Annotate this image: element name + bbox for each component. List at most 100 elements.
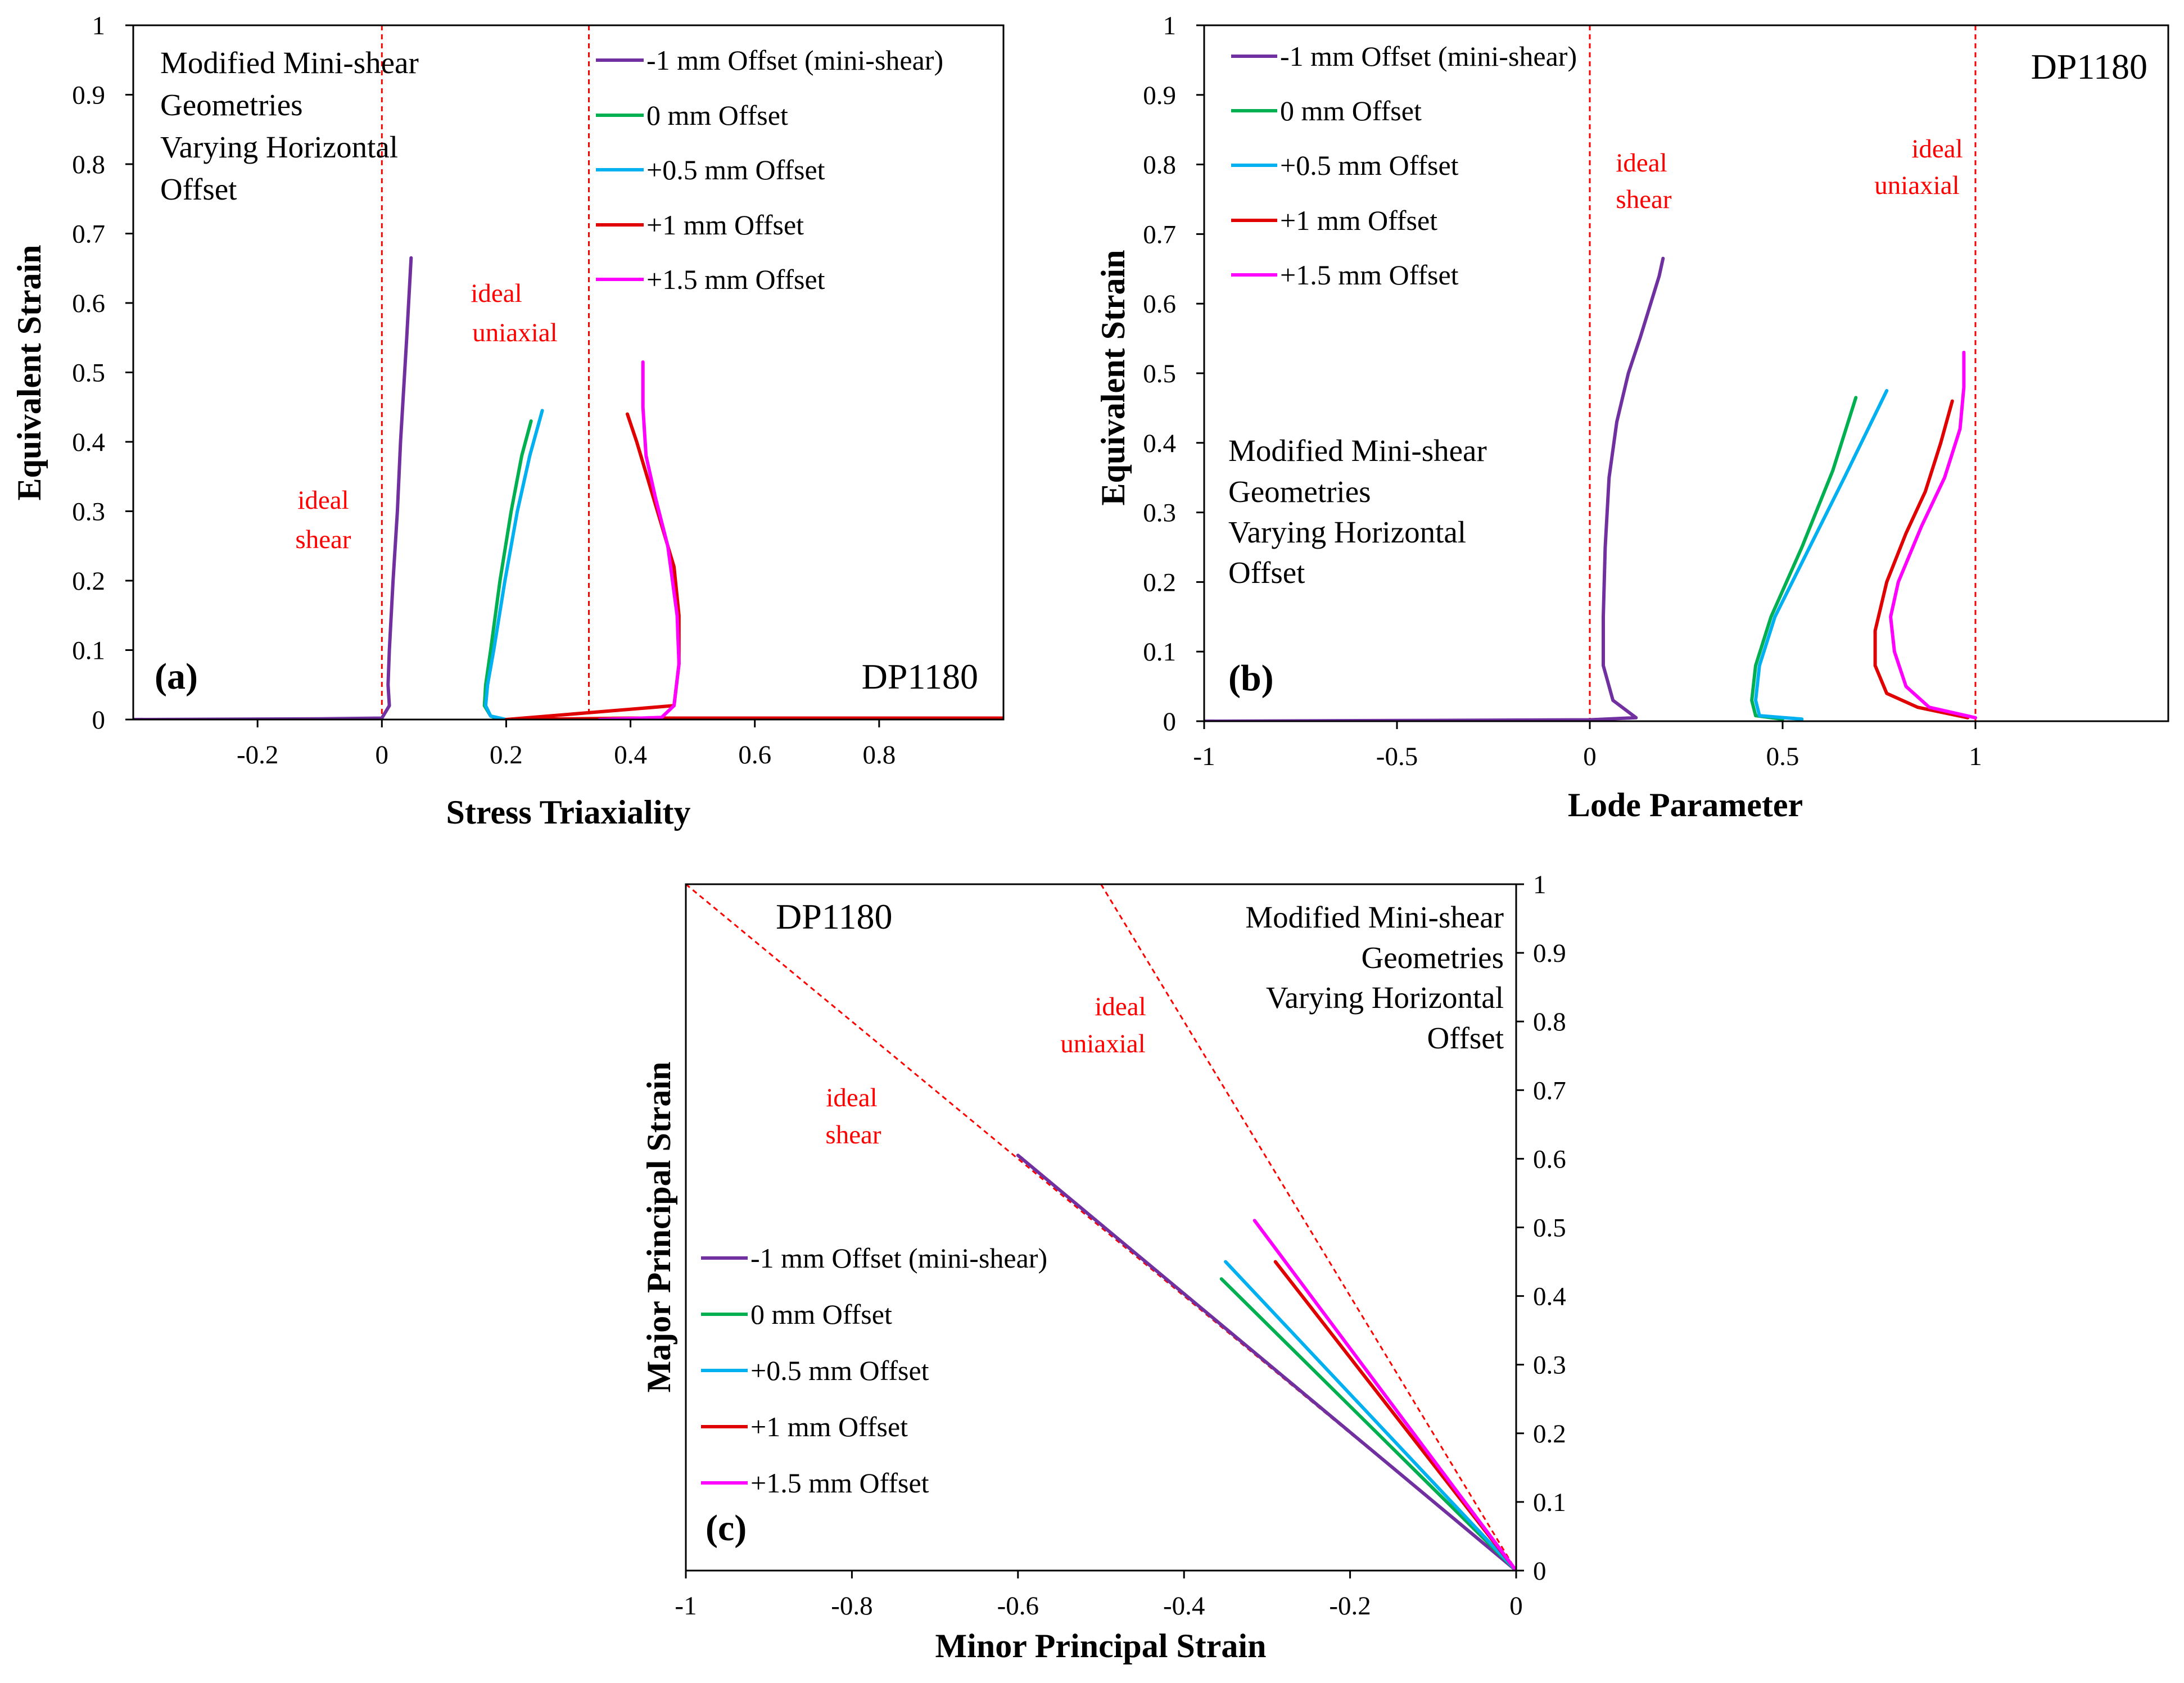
panel-c-ref-shear-label-1: ideal [826, 1083, 877, 1112]
panel-a-legend-label-4: +1 mm Offset [646, 209, 804, 241]
panel-c-x-tick-label: -0.6 [997, 1591, 1039, 1621]
panel-c-x-axis-title: Minor Principal Strain [935, 1627, 1267, 1664]
panel-b-y-tick-label: 0.9 [1143, 81, 1176, 110]
panel-a-legend-label-3: +0.5 mm Offset [646, 154, 825, 186]
panel-c-note-line-4: Offset [1427, 1021, 1504, 1055]
panel-a-note-line-2: Geometries [160, 88, 303, 122]
panel-c-x-tick-label: 0 [1509, 1591, 1523, 1621]
panel-b-series-line-3 [1754, 389, 1889, 721]
panel-c-marks [686, 884, 1516, 1571]
panel-a-legend-label-2: 0 mm Offset [646, 99, 788, 131]
panel-a-note-line-4: Offset [160, 172, 237, 206]
panel-b-legend-label-2: 0 mm Offset [1280, 95, 1422, 126]
panel-c-legend-label-3: +0.5 mm Offset [750, 1355, 929, 1386]
panel-a-y-axis-title: Equivalent Strain [11, 245, 48, 500]
panel-a-y-tick-label: 1 [92, 11, 106, 40]
panel-b-y-tick-label: 0.1 [1143, 637, 1176, 667]
panel-a-series-line-3 [483, 409, 544, 720]
panel-b-legend-label-4: +1 mm Offset [1280, 205, 1437, 236]
panel-a-ref-shear-label-1: ideal [297, 486, 349, 515]
panel-b-y-tick-label: 0.5 [1143, 359, 1176, 388]
panel-c-note-line-2: Geometries [1361, 940, 1504, 975]
panel-a-legend-label-1: -1 mm Offset (mini-shear) [646, 44, 943, 76]
panel-c-ref-uniaxial-label-2: uniaxial [1060, 1029, 1145, 1058]
panel-a-ref-uniaxial-label-1: ideal [471, 279, 522, 308]
panel-b-series-line-2 [1750, 396, 1858, 721]
panel-b-ref-shear-label-2: shear [1616, 185, 1672, 214]
panel-a-letter: (a) [155, 656, 198, 697]
panel-c-legend-label-2: 0 mm Offset [750, 1299, 892, 1330]
panel-b-marks [1204, 25, 1977, 721]
panel-b-x-axis-title: Lode Parameter [1568, 786, 1803, 824]
panel-b-y-tick-label: 0.8 [1143, 151, 1176, 180]
panel-a-y-tick-label: 0.8 [72, 150, 105, 179]
panel-b-ref-shear-label-1: ideal [1616, 148, 1667, 178]
panel-c-y-tick-label: 0.8 [1533, 1007, 1566, 1037]
panel-a-ref-shear-label-2: shear [295, 525, 351, 554]
panel-c-y-axis-title: Major Principal Strain [640, 1062, 677, 1393]
panel-b-plot-frame [1203, 24, 2169, 722]
panel-b-material-label: DP1180 [2031, 47, 2147, 87]
panel-c-reference-line-2 [1100, 884, 1516, 1571]
panel-c-y-tick-label: 0.1 [1533, 1488, 1566, 1517]
panel-b-y-tick-label: 0.7 [1143, 220, 1176, 249]
panel-b-note-line-1: Modified Mini-shear [1228, 433, 1487, 468]
panel-a-y-tick-label: 0.3 [72, 497, 105, 527]
panel-c-x-tick-label: -0.2 [1329, 1591, 1371, 1621]
panel-c-y-tick-label: 0.9 [1533, 939, 1566, 968]
panel-b-y-tick-label: 0 [1163, 707, 1177, 736]
panel-c-note-line-3: Varying Horizontal [1266, 980, 1504, 1015]
panel-a-y-tick-label: 0.7 [72, 220, 105, 249]
panel-b-series-line-1 [1204, 256, 1665, 721]
panel-c-y-tick-label: 0.6 [1533, 1144, 1566, 1174]
panel-a-ticks: -0.2 0 0.2 0.4 0.6 0.8 0 0.1 0.2 0.3 0.4 0.5 0.6 0.7 0… [72, 11, 896, 770]
panel-c-x-tick-label: -0.8 [831, 1591, 872, 1621]
panel-b-legend: -1 mm Offset (mini-shear) 0 mm Offset +0… [1231, 40, 1577, 291]
panel-b-x-tick-label: 0 [1583, 742, 1597, 771]
panel-a-x-axis-title: Stress Triaxiality [446, 794, 691, 831]
panel-b-y-tick-label: 0.4 [1143, 429, 1176, 458]
panel-c-y-tick-label: 0 [1533, 1557, 1547, 1586]
panel-a-y-tick-label: 0.1 [72, 636, 105, 666]
panel-a-x-tick-label: 0.8 [862, 740, 896, 770]
panel-c-y-tick-label: 0.7 [1533, 1076, 1566, 1105]
panel-c-note-line-1: Modified Mini-shear [1245, 900, 1504, 934]
panel-a-x-tick-label: -0.2 [237, 740, 278, 770]
panel-b-legend-label-5: +1.5 mm Offset [1280, 259, 1459, 291]
panel-b: -1 -0.5 0 0.5 1 0 0.1 0.2 0.3 0.4 0.5 0.6 0.7 0.8 0.9 1… [1095, 11, 2169, 824]
panel-c-legend-label-4: +1 mm Offset [750, 1411, 908, 1442]
panel-a-note-line-1: Modified Mini-shear [160, 46, 419, 80]
panel-c-y-tick-label: 0.3 [1533, 1351, 1566, 1380]
panel-b-ref-uniaxial-label-2: uniaxial [1874, 171, 1959, 200]
panel-a-x-tick-label: 0.6 [738, 740, 771, 770]
panel-a: -0.2 0 0.2 0.4 0.6 0.8 0 0.1 0.2 0.3 0.4 0.5 0.6 0.7 0… [11, 11, 1005, 831]
panel-a-x-tick-label: 0 [376, 740, 389, 770]
panel-b-x-tick-label: 1 [1969, 742, 1982, 771]
panel-b-y-tick-label: 0.3 [1143, 499, 1176, 528]
panel-a-ref-uniaxial-label-2: uniaxial [472, 318, 557, 347]
panel-c-y-tick-label: 0.2 [1533, 1419, 1566, 1449]
panel-b-y-axis-title: Equivalent Strain [1095, 250, 1132, 505]
panel-a-series-line-5 [598, 360, 681, 720]
panel-b-series-line-5 [1889, 350, 1977, 720]
panel-a-y-tick-label: 0.5 [72, 359, 105, 388]
panel-a-y-tick-label: 0.4 [72, 428, 105, 457]
panel-c-series-line-2 [1219, 1277, 1516, 1571]
panel-a-marks [133, 25, 1003, 720]
panel-c-y-tick-label: 1 [1533, 870, 1547, 899]
panel-c-legend-label-5: +1.5 mm Offset [750, 1467, 929, 1499]
panel-b-legend-label-1: -1 mm Offset (mini-shear) [1280, 40, 1577, 72]
panel-a-x-tick-label: 0.2 [490, 740, 523, 770]
panel-b-x-tick-label: -1 [1193, 742, 1215, 771]
panel-c-legend: -1 mm Offset (mini-shear) 0 mm Offset +0… [701, 1242, 1047, 1499]
panel-b-y-tick-label: 1 [1163, 11, 1177, 40]
panel-a-legend: -1 mm Offset (mini-shear) 0 mm Offset +0… [596, 44, 943, 295]
panel-c-ref-shear-label-2: shear [825, 1120, 881, 1150]
panel-b-ticks: -1 -0.5 0 0.5 1 0 0.1 0.2 0.3 0.4 0.5 0.6 0.7 0.8 0.9 1 [1143, 11, 1982, 771]
panel-a-x-tick-label: 0.4 [614, 740, 647, 770]
panel-c-ticks: -1 -0.8 -0.6 -0.4 -0.2 00 0.1 0.2 0.3 0.4 0.5 0.6 0.… [675, 870, 1566, 1621]
panel-b-note-line-2: Geometries [1228, 474, 1371, 509]
panel-b-series-line-4 [1873, 399, 1970, 720]
panel-c-y-tick-label: 0.4 [1533, 1282, 1566, 1311]
